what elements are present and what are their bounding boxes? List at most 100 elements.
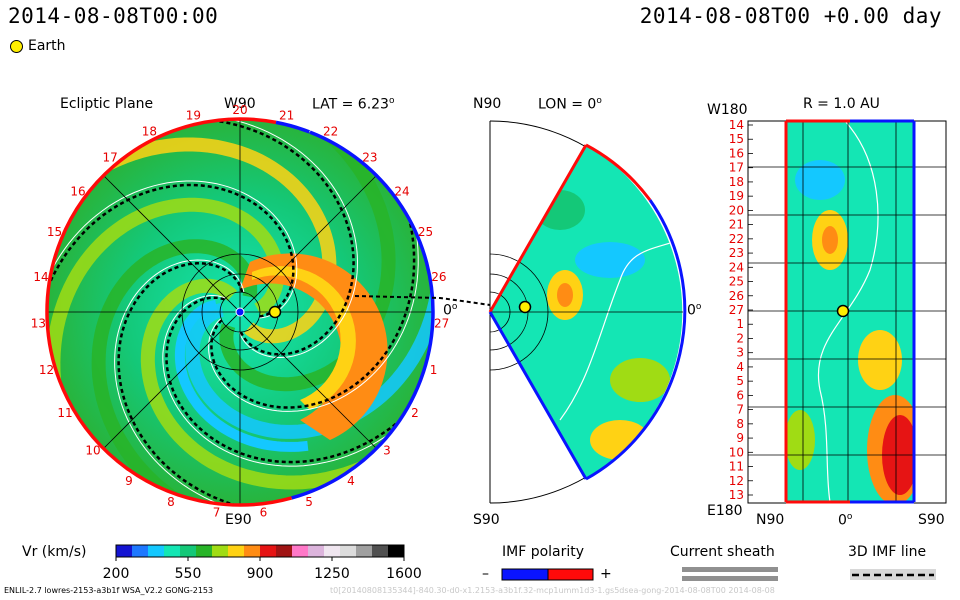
colorbar-tick-label: 1250 bbox=[314, 566, 350, 582]
ecliptic-title: Ecliptic Plane bbox=[60, 96, 154, 112]
spiral-band bbox=[185, 246, 433, 439]
colorbar-segment bbox=[340, 545, 357, 557]
carrington-tick-label: 3 bbox=[383, 444, 391, 458]
carrington-tick-label: 25 bbox=[418, 225, 433, 239]
carrington-tick-label: 2 bbox=[411, 406, 419, 420]
rsurface-bottom-label: E180 bbox=[707, 503, 743, 519]
sheath-swatch-2 bbox=[682, 576, 778, 581]
colorbar-segment bbox=[164, 545, 181, 557]
wedge-edge-north bbox=[488, 144, 588, 313]
rsurface-row-label: 18 bbox=[729, 175, 744, 189]
rsurface-row-label: 14 bbox=[729, 118, 744, 132]
slow-stream bbox=[174, 299, 309, 452]
rsurface-row-label: 15 bbox=[729, 132, 744, 146]
current-sheath-line bbox=[47, 180, 298, 319]
carrington-tick-label: 27 bbox=[434, 317, 449, 331]
current-sheath-line bbox=[204, 119, 359, 359]
polarity-rim bbox=[291, 130, 435, 500]
colorbar-segment bbox=[356, 545, 373, 557]
imf-positive-swatch bbox=[547, 568, 594, 581]
colorbar-segment bbox=[196, 545, 213, 557]
colorbar-segment bbox=[244, 545, 261, 557]
carrington-tick-label: 22 bbox=[323, 124, 338, 138]
imf-dashed-line bbox=[188, 119, 355, 356]
colorbar-segment bbox=[212, 545, 229, 557]
wedge-edge-south bbox=[488, 311, 588, 480]
ecliptic-right-label: 0o bbox=[443, 302, 458, 319]
rsurface-row-label: 27 bbox=[729, 303, 744, 317]
imf-dashed-line bbox=[117, 262, 261, 505]
footer-text: ENLIL-2.7 lowres-2153-a3b1f WSA_V2.2 GON… bbox=[4, 586, 214, 595]
rsurface-row-label: 16 bbox=[729, 146, 744, 160]
carrington-tick-label: 17 bbox=[103, 150, 118, 164]
colorbar-segment bbox=[276, 545, 293, 557]
rsurface-row-label: 12 bbox=[729, 474, 744, 488]
rsurface-row-label: 2 bbox=[736, 331, 744, 345]
rsurface-row-label: 8 bbox=[736, 417, 744, 431]
colorbar-segment bbox=[228, 545, 245, 557]
carrington-tick-label: 14 bbox=[33, 270, 48, 284]
current-sheath-line bbox=[208, 207, 419, 412]
carrington-tick-label: 21 bbox=[279, 108, 294, 122]
lon-label: LON = 0o bbox=[538, 96, 602, 113]
rsurface-row-label: 24 bbox=[729, 260, 744, 274]
ecliptic-bottom-label: E90 bbox=[225, 512, 252, 528]
rsurface-row-label: 17 bbox=[729, 161, 744, 175]
carrington-tick-label: 5 bbox=[305, 495, 313, 509]
carrington-tick-label: 8 bbox=[167, 495, 175, 509]
current-sheath-line bbox=[162, 295, 411, 467]
footer-faint-text: t0[20140808135344]-840.30-d0-x1.2153-a3b… bbox=[330, 586, 775, 595]
sheath-label: Current sheath bbox=[670, 544, 775, 560]
sheath-swatch-1 bbox=[682, 567, 778, 572]
rsurface-row-label: 19 bbox=[729, 189, 744, 203]
rsurface-row-label: 26 bbox=[729, 289, 744, 303]
colorbar-segment bbox=[372, 545, 389, 557]
imf-plus: + bbox=[600, 566, 612, 582]
imf-dashed-line bbox=[47, 183, 295, 318]
lat-label: LAT = 6.23o bbox=[312, 96, 395, 113]
imf-polarity-legend bbox=[501, 568, 594, 581]
colorbar-segment bbox=[324, 545, 341, 557]
imf-dashed-line bbox=[165, 296, 420, 464]
carrington-tick-label: 24 bbox=[394, 184, 409, 198]
imf3d-swatch-bg bbox=[850, 569, 936, 580]
meridional-bottom-label: S90 bbox=[473, 512, 500, 528]
spiral-band bbox=[91, 239, 258, 505]
meridional-top-label: N90 bbox=[473, 96, 502, 112]
carrington-tick-label: 1 bbox=[430, 363, 438, 377]
rsurface-row-label: 11 bbox=[729, 460, 744, 474]
colorbar-tick-label: 900 bbox=[247, 566, 274, 582]
rsurface-row-label: 13 bbox=[729, 488, 744, 502]
time-title: 2014-08-08T00:00 bbox=[8, 4, 219, 28]
rsurface-row-label: 1 bbox=[736, 317, 744, 331]
current-sheath-legend bbox=[682, 567, 778, 581]
rsurface-row-label: 22 bbox=[729, 232, 744, 246]
rsurface-row-label: 21 bbox=[729, 218, 744, 232]
carrington-tick-label: 18 bbox=[142, 124, 157, 138]
current-sheath-line bbox=[114, 259, 245, 505]
rsurface-row-label: 20 bbox=[729, 203, 744, 217]
meridional-panel bbox=[488, 120, 687, 504]
meridional-right-label: 0o bbox=[687, 302, 702, 319]
carrington-tick-label: 15 bbox=[47, 225, 62, 239]
earth-marker-icon bbox=[10, 39, 23, 53]
imf-negative-swatch bbox=[501, 568, 549, 581]
imf-minus: – bbox=[482, 566, 489, 582]
colorbar-tick-label: 1600 bbox=[386, 566, 422, 582]
colorbar-segment bbox=[292, 545, 309, 557]
earth-legend: Earth bbox=[10, 38, 66, 54]
imf3d-legend bbox=[850, 569, 936, 580]
carrington-tick-label: 10 bbox=[85, 444, 100, 458]
rsurface-panel: 1415161718192021222324252627123456789101… bbox=[729, 118, 947, 504]
rsurface-row-label: 9 bbox=[736, 431, 744, 445]
colorbar-segment bbox=[388, 545, 405, 557]
rsurface-earth-marker bbox=[836, 304, 850, 318]
rsurface-x-left: N90 bbox=[756, 512, 785, 528]
rsurface-x-right: S90 bbox=[918, 512, 945, 528]
carrington-tick-label: 4 bbox=[347, 474, 355, 488]
carrington-tick-label: 7 bbox=[213, 506, 221, 520]
rsurface-row-label: 10 bbox=[729, 445, 744, 459]
colorbar-tick-label: 550 bbox=[175, 566, 202, 582]
carrington-tick-label: 26 bbox=[431, 270, 446, 284]
